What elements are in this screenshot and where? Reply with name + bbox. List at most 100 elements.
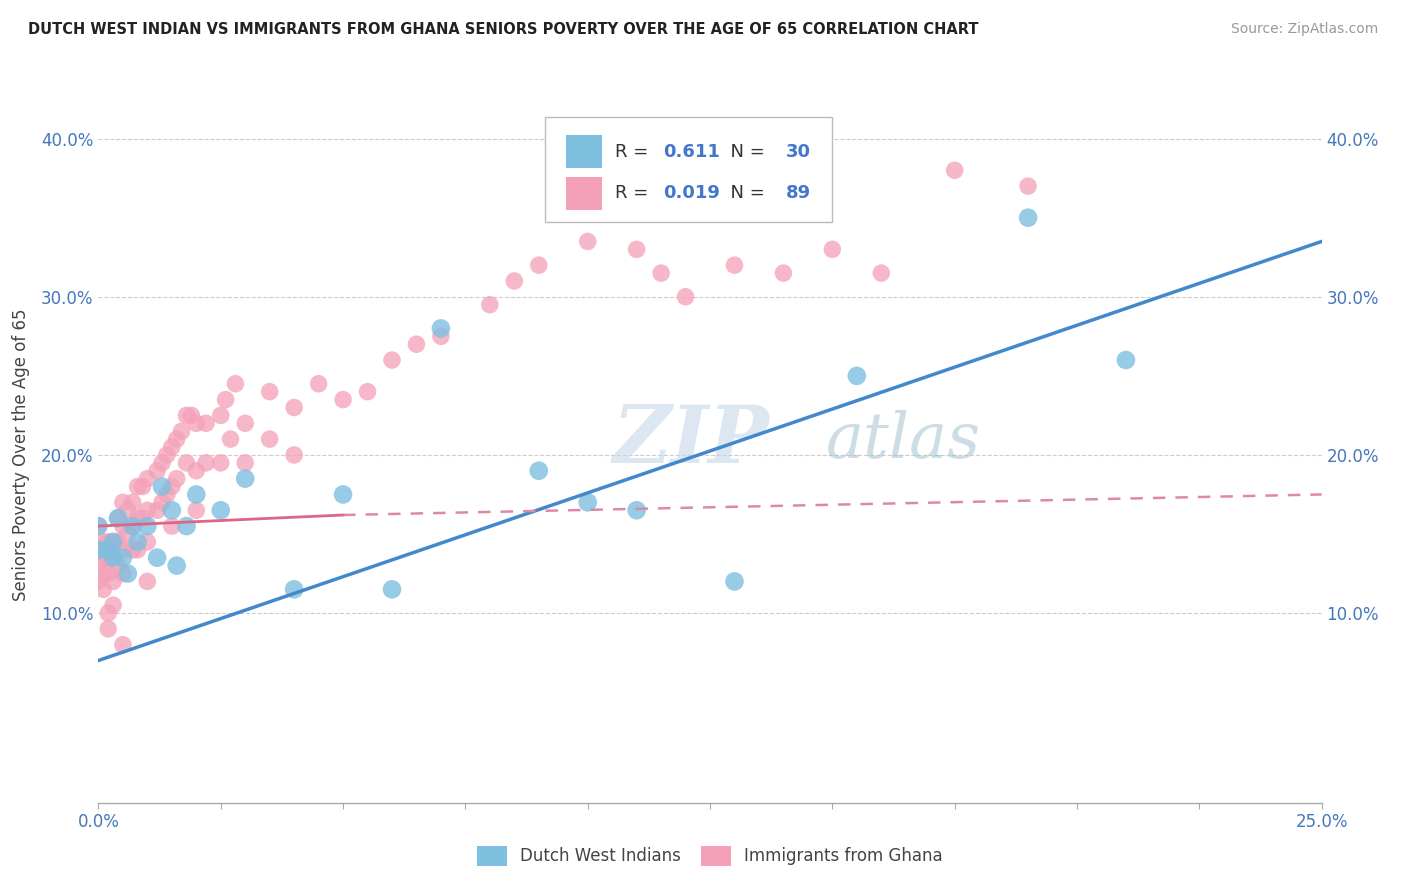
FancyBboxPatch shape <box>565 135 602 169</box>
Text: N =: N = <box>718 143 770 161</box>
Text: N =: N = <box>718 185 770 202</box>
Text: Source: ZipAtlas.com: Source: ZipAtlas.com <box>1230 22 1378 37</box>
Point <box>233 472 256 486</box>
Point <box>101 534 124 549</box>
Point <box>101 550 124 565</box>
Point <box>87 519 110 533</box>
FancyBboxPatch shape <box>565 177 602 210</box>
Text: R =: R = <box>614 185 654 202</box>
Point <box>136 574 159 589</box>
Point <box>156 487 179 501</box>
Point <box>117 503 139 517</box>
Point <box>121 519 143 533</box>
Point <box>117 566 139 581</box>
Point <box>91 582 114 597</box>
Text: R =: R = <box>614 143 654 161</box>
Point <box>283 582 305 597</box>
Point <box>233 417 256 431</box>
Point <box>131 511 153 525</box>
Point <box>224 376 246 391</box>
Point <box>576 235 599 249</box>
Point <box>121 519 143 533</box>
Point <box>111 519 134 533</box>
Point <box>91 566 114 581</box>
Text: 30: 30 <box>786 143 811 161</box>
Point <box>381 582 404 597</box>
Point <box>136 503 159 517</box>
Point <box>166 558 188 573</box>
Point <box>91 534 114 549</box>
Point <box>111 638 134 652</box>
Point <box>101 598 124 612</box>
Point <box>209 409 232 423</box>
Point <box>121 542 143 557</box>
Point <box>136 534 159 549</box>
Point <box>97 622 120 636</box>
Point <box>87 574 110 589</box>
Point <box>332 392 354 407</box>
Point <box>821 243 844 257</box>
Point <box>214 392 236 407</box>
Point <box>209 503 232 517</box>
Point <box>675 290 697 304</box>
Point <box>101 534 124 549</box>
Point <box>650 266 672 280</box>
Point <box>1115 353 1137 368</box>
Text: DUTCH WEST INDIAN VS IMMIGRANTS FROM GHANA SENIORS POVERTY OVER THE AGE OF 65 CO: DUTCH WEST INDIAN VS IMMIGRANTS FROM GHA… <box>28 22 979 37</box>
Point <box>527 464 550 478</box>
Point <box>356 384 378 399</box>
Point <box>166 472 188 486</box>
Point <box>127 479 149 493</box>
Point <box>186 503 208 517</box>
Point <box>723 574 745 589</box>
Point <box>97 534 120 549</box>
Point <box>430 329 453 343</box>
Point <box>332 487 354 501</box>
Point <box>308 376 330 391</box>
Y-axis label: Seniors Poverty Over the Age of 65: Seniors Poverty Over the Age of 65 <box>11 309 30 601</box>
Point <box>160 479 183 493</box>
Point <box>97 606 120 620</box>
Point <box>283 448 305 462</box>
Point <box>111 566 134 581</box>
Point <box>259 384 281 399</box>
Point <box>772 266 794 280</box>
Point <box>107 511 129 525</box>
Point <box>146 464 169 478</box>
Point <box>127 534 149 549</box>
Point <box>111 550 134 565</box>
Point <box>943 163 966 178</box>
Point <box>180 409 202 423</box>
Text: 0.019: 0.019 <box>664 185 720 202</box>
Point <box>166 432 188 446</box>
Point <box>127 542 149 557</box>
Point <box>405 337 427 351</box>
Point <box>87 558 110 573</box>
Point <box>107 534 129 549</box>
Point <box>195 456 218 470</box>
Point <box>870 266 893 280</box>
Point <box>176 409 198 423</box>
Point <box>219 432 242 446</box>
Point <box>101 574 124 589</box>
Point <box>101 550 124 565</box>
Point <box>186 464 208 478</box>
Point <box>136 472 159 486</box>
Point <box>160 519 183 533</box>
Point <box>626 503 648 517</box>
Point <box>107 511 129 525</box>
Point <box>430 321 453 335</box>
Point <box>195 417 218 431</box>
Point <box>626 243 648 257</box>
Point <box>186 487 208 501</box>
Point <box>527 258 550 272</box>
Point <box>127 511 149 525</box>
Point <box>160 440 183 454</box>
Point <box>176 519 198 533</box>
Point <box>381 353 404 368</box>
Point <box>131 479 153 493</box>
Point <box>136 519 159 533</box>
Text: ZIP: ZIP <box>612 402 769 480</box>
Point <box>111 542 134 557</box>
Legend: Dutch West Indians, Immigrants from Ghana: Dutch West Indians, Immigrants from Ghan… <box>468 838 952 874</box>
